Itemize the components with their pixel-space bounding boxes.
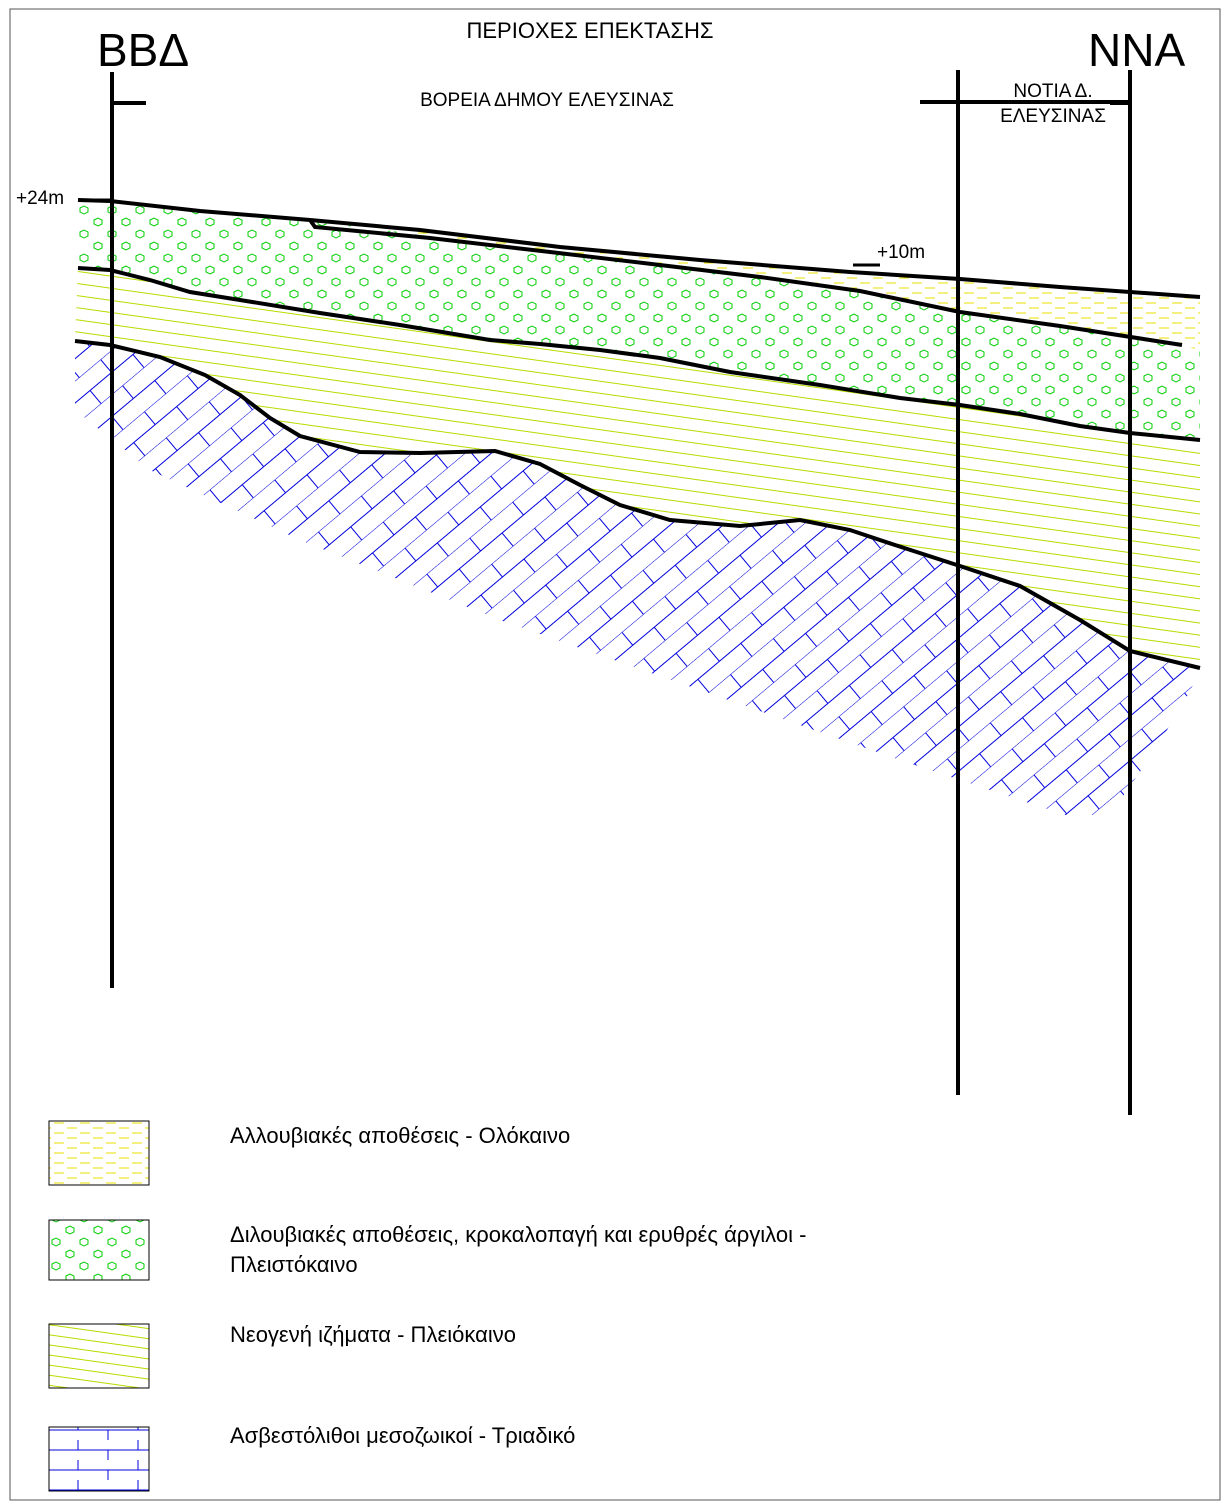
elevation-mid-label: +10m: [877, 242, 925, 263]
ground-surface-line: [77, 198, 1201, 299]
legend-swatch-neogene: [48, 1323, 150, 1389]
limestone-mask: [75, 410, 1110, 830]
elevation-left-label: +24m: [16, 188, 64, 209]
south-area-label-2: ΕΛΕΥΣΙΝΑΣ: [1000, 106, 1106, 127]
south-area-label-1: ΝΟΤΙΑ Δ.: [1013, 81, 1092, 102]
legend-swatch-alluvial: [48, 1120, 150, 1186]
legend-label-alluvial: Αλλουβιακές αποθέσεις - Ολόκαινο: [230, 1123, 570, 1148]
legend-label-limestone: Ασβεστόλιθοι μεσοζωικοί - Τριαδικό: [230, 1423, 575, 1448]
legend-label-neogene: Νεογενή ιζήματα - Πλειόκαινο: [230, 1322, 516, 1347]
right-end-label: ΝΝΑ: [1088, 24, 1185, 76]
legend-label-diluvial-1: Διλουβιακές αποθέσεις, κροκαλοπαγή και ε…: [230, 1222, 806, 1247]
neogene-layer: [75, 268, 1200, 668]
legend-swatch-limestone: [48, 1426, 150, 1492]
title: ΠΕΡΙΟΧΕΣ ΕΠΕΚΤΑΣΗΣ: [467, 18, 714, 43]
diluvial-base-line: [77, 266, 1201, 442]
legend-label-diluvial-2: Πλειστόκαινο: [230, 1252, 358, 1277]
diagram-frame: [9, 8, 1221, 1501]
left-end-label: ΒΒΔ: [97, 24, 189, 76]
alluvial-base-line: [308, 218, 1183, 347]
diluvial-layer: [78, 200, 1200, 440]
legend: Αλλουβιακές αποθέσεις - Ολόκαινο Διλουβι…: [48, 1120, 806, 1492]
north-area-label: ΒΟΡΕΙΑ ΔΗΜΟΥ ΕΛΕΥΣΙΝΑΣ: [420, 90, 674, 111]
neogene-base-line: [74, 339, 1201, 670]
legend-swatch-diluvial: [48, 1219, 150, 1281]
